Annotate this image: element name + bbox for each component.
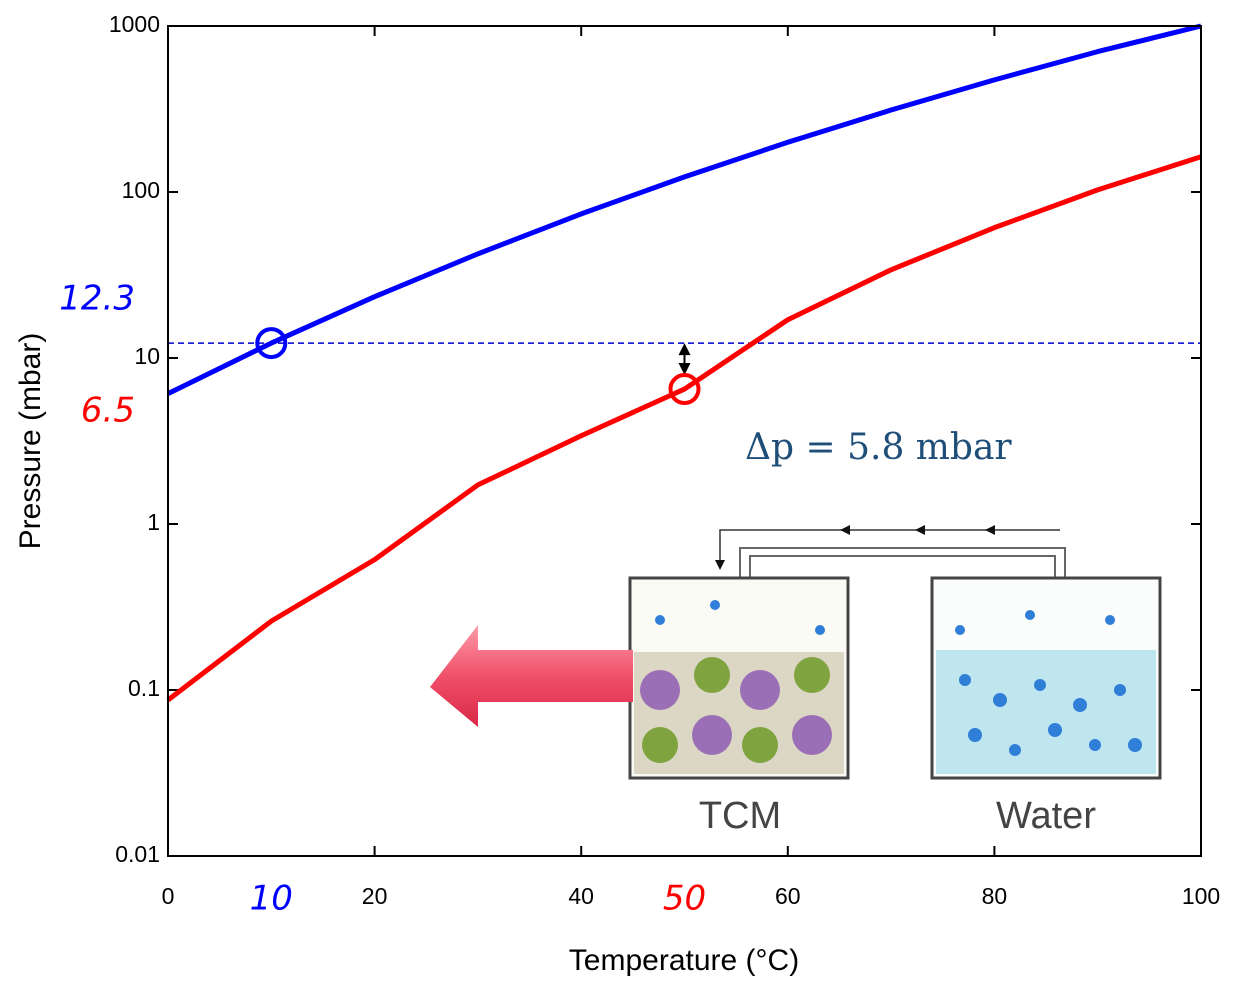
highlight-y-label: 6.5: [81, 391, 135, 431]
pipe: [740, 548, 1065, 578]
y-tick-label: 10: [134, 343, 160, 369]
y-axis-label: Pressure (mbar): [14, 333, 47, 550]
highlight-x-label: 50: [663, 879, 706, 919]
x-tick-label: 0: [162, 883, 175, 909]
x-tick-label: 40: [568, 883, 594, 909]
chart: 0.01 0.1 1 10 100 1000 0 20 40 60 80 100 10 12.3 50 6.5…: [0, 0, 1236, 989]
delta-annotation: Δp = 5.8 mbar: [745, 427, 1012, 468]
big-arrow: [430, 625, 633, 727]
x-tick-label: 60: [775, 883, 801, 909]
x-tick-label: 80: [982, 883, 1008, 909]
inset-label: Water: [996, 795, 1096, 837]
inset: TCM Water: [430, 525, 1160, 837]
x-tick-label: 100: [1182, 883, 1220, 909]
water-liquid: [936, 650, 1156, 774]
y-tick-label: 0.1: [128, 675, 160, 701]
y-tick-label: 1000: [109, 11, 160, 37]
inset-label: TCM: [699, 795, 781, 837]
highlight-y-label: 12.3: [59, 279, 135, 319]
y-tick-label: 0.01: [115, 841, 160, 867]
plot-area: 0.01 0.1 1 10 100 1000 0 20 40 60 80 100 10 12.3 50 6.5: [59, 11, 1220, 918]
y-tick-label: 1: [147, 509, 160, 535]
y-tick-label: 100: [122, 177, 160, 203]
x-axis-label: Temperature (°C): [569, 944, 799, 977]
highlight-x-label: 10: [250, 879, 293, 919]
x-tick-label: 20: [362, 883, 388, 909]
